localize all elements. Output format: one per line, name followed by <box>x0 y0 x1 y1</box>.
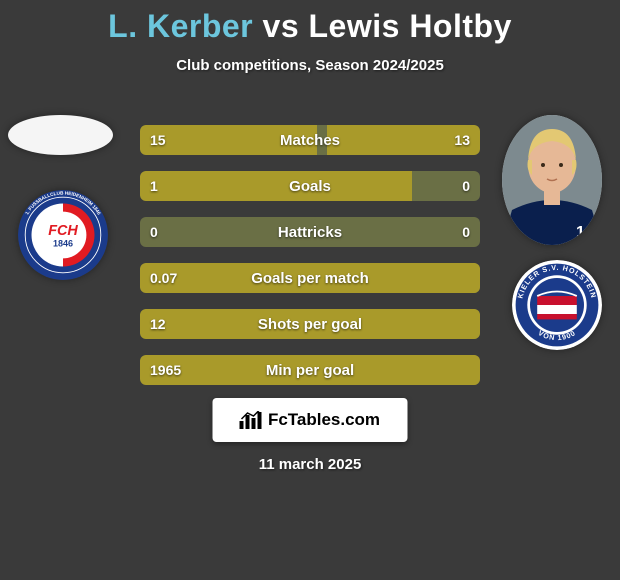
source-badge: FcTables.com <box>213 398 408 442</box>
heidenheim-badge-icon: FCH 1846 1. FUSSBALLCLUB HEIDENHEIM 1846 <box>18 190 108 280</box>
left-player-column: FCH 1846 1. FUSSBALLCLUB HEIDENHEIM 1846 <box>8 115 118 280</box>
stats-area: Matches1513Goals10Hattricks00Goals per m… <box>140 125 480 401</box>
stat-label: Shots per goal <box>140 309 480 339</box>
holstein-kiel-badge-icon: KIELER S.V. HOLSTEIN VON 1900 <box>512 260 602 350</box>
stat-value-left: 0 <box>150 217 158 247</box>
left-player-avatar <box>8 115 113 155</box>
stat-label: Min per goal <box>140 355 480 385</box>
title-player1: L. Kerber <box>108 8 253 44</box>
title-vs: vs <box>263 8 300 44</box>
stat-value-left: 1965 <box>150 355 181 385</box>
stat-value-right: 0 <box>462 171 470 201</box>
stat-row: Goals per match0.07 <box>140 263 480 293</box>
stat-row: Matches15 13 <box>140 125 480 155</box>
stat-value-left: 12 <box>150 309 166 339</box>
stat-row: Goals1 0 <box>140 171 480 201</box>
left-club-badge: FCH 1846 1. FUSSBALLCLUB HEIDENHEIM 1846 <box>18 190 108 280</box>
right-club-badge: KIELER S.V. HOLSTEIN VON 1900 <box>512 260 602 350</box>
right-player-column: 10 <box>502 115 612 350</box>
stat-value-right: 13 <box>454 125 470 155</box>
stat-label: Hattricks <box>140 217 480 247</box>
svg-text:1846: 1846 <box>53 239 73 249</box>
stat-row: Hattricks0 0 <box>140 217 480 247</box>
page-title: L. Kerber vs Lewis Holtby <box>0 0 620 45</box>
stat-row: Min per goal1965 <box>140 355 480 385</box>
stat-value-left: 0.07 <box>150 263 177 293</box>
stat-value-left: 15 <box>150 125 166 155</box>
chart-bars-icon <box>240 411 262 429</box>
stat-label: Goals <box>140 171 480 201</box>
stat-row: Shots per goal12 <box>140 309 480 339</box>
stat-value-left: 1 <box>150 171 158 201</box>
source-label: FcTables.com <box>268 410 380 430</box>
date-label: 11 march 2025 <box>0 456 620 473</box>
subtitle: Club competitions, Season 2024/2025 <box>0 57 620 74</box>
svg-text:FCH: FCH <box>48 223 78 239</box>
stat-value-right: 0 <box>462 217 470 247</box>
title-player2: Lewis Holtby <box>309 8 512 44</box>
stat-label: Matches <box>140 125 480 155</box>
stat-label: Goals per match <box>140 263 480 293</box>
comparison-infographic: L. Kerber vs Lewis Holtby Club competiti… <box>0 0 620 580</box>
svg-text:10: 10 <box>576 224 594 241</box>
right-player-avatar: 10 <box>502 115 602 245</box>
